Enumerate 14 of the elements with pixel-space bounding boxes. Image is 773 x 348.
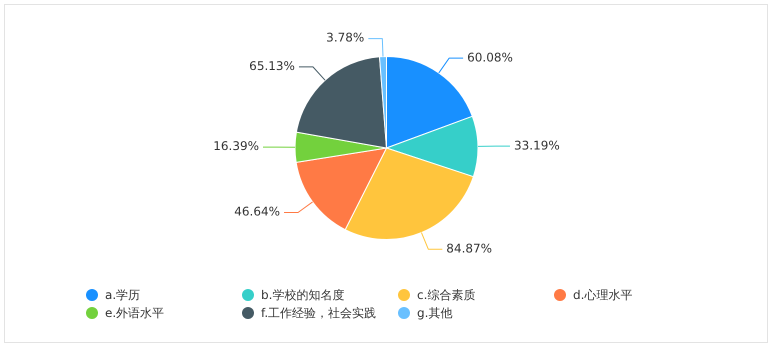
legend-label: d.心理水平 <box>573 286 632 304</box>
data-label: 60.08% <box>467 50 513 64</box>
data-label: 16.39% <box>213 139 260 154</box>
data-label: 84.87% <box>446 241 492 256</box>
legend-label: g.其他 <box>417 304 452 322</box>
data-label: 65.13% <box>249 59 295 73</box>
data-label: 33.19% <box>514 138 560 152</box>
data-label: 3.78% <box>326 30 364 45</box>
legend-label: f.工作经验，社会实践 <box>261 304 376 322</box>
legend-label: a.学历 <box>105 286 140 304</box>
data-label: 46.64% <box>234 204 280 219</box>
legend-label: b.学校的知名度 <box>261 286 344 304</box>
legend-label: c.综合素质 <box>417 286 476 304</box>
legend-label: e.外语水平 <box>105 304 164 322</box>
